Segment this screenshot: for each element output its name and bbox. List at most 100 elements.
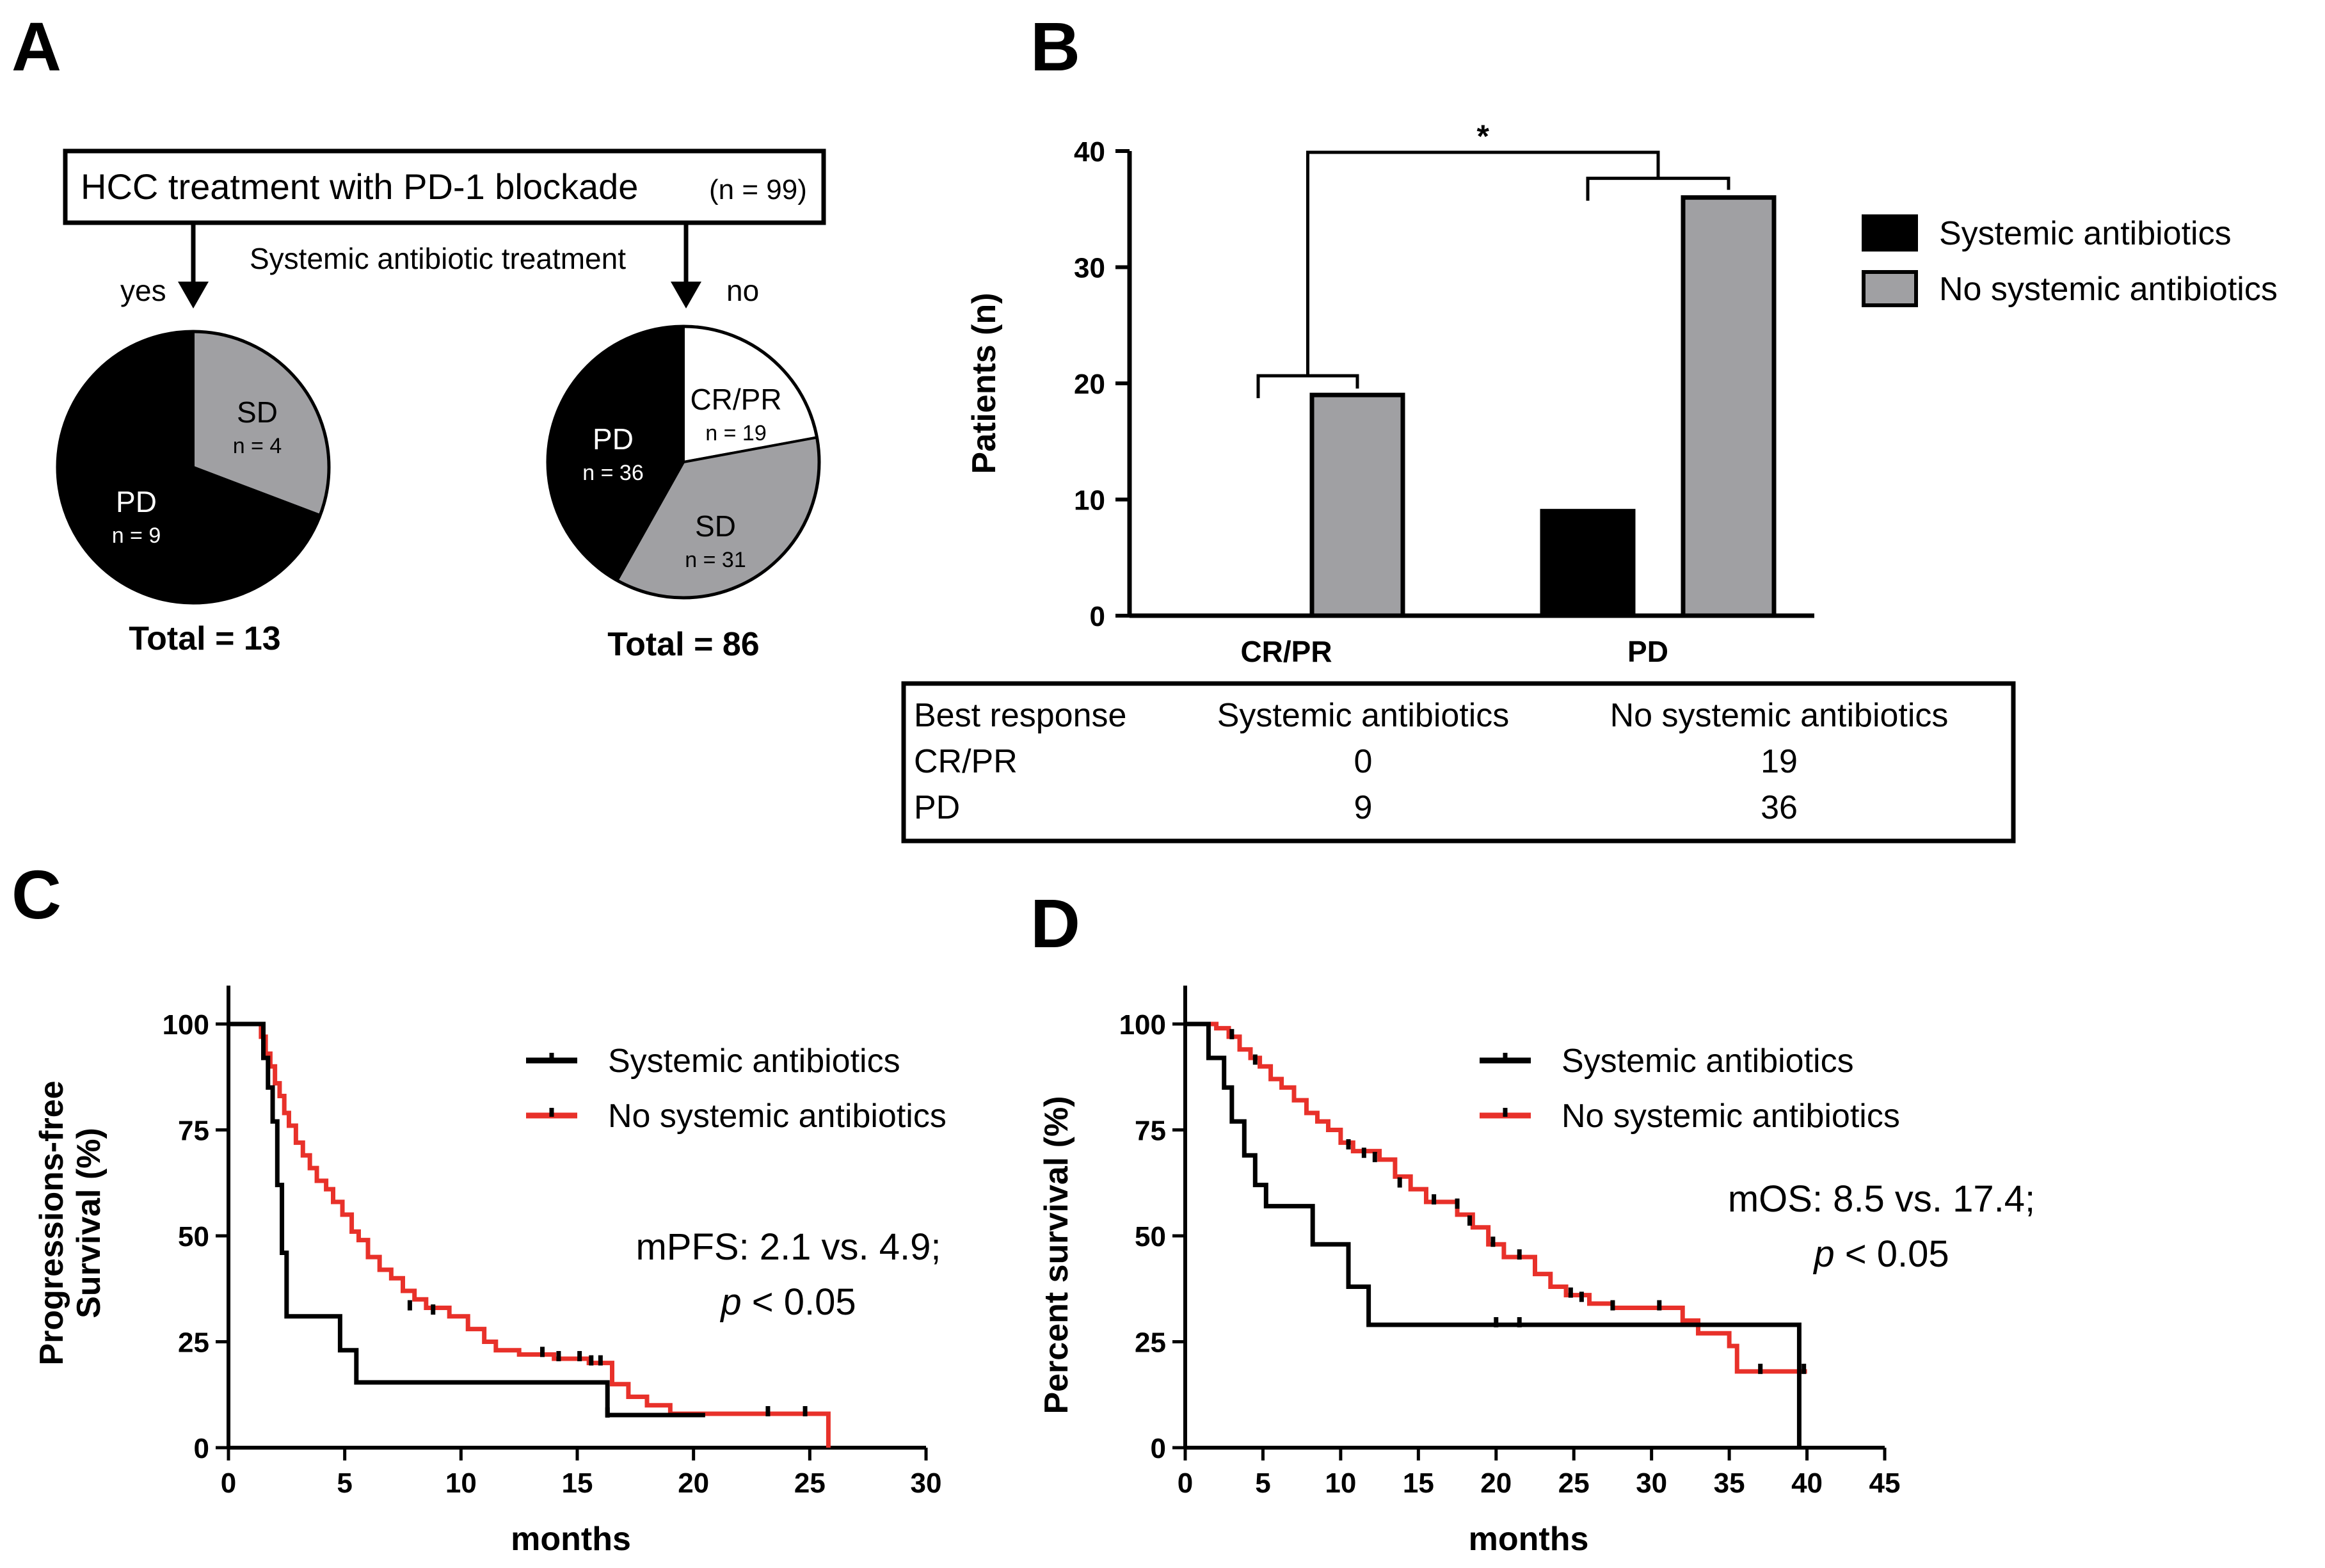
bar-category-label: CR/PR (1240, 635, 1332, 668)
flow-box-title: HCC treatment with PD-1 blockade (81, 166, 638, 207)
panel-label-c: C (12, 856, 61, 933)
pie-label: PD (116, 485, 157, 518)
km-annotation-line1: mPFS: 2.1 vs. 4.9; (635, 1226, 941, 1268)
pie-no-antibiotics-total: Total = 86 (607, 626, 759, 663)
km-series-antibiotics (228, 1021, 705, 1418)
flow-box-n: (n = 99) (709, 174, 807, 205)
pie-label: CR/PR (690, 383, 781, 416)
panel-label-b: B (1030, 8, 1080, 85)
bar-chart-best-response: 0 10 20 30 40 Patients (n) CR/PR PD * Systemic an… (966, 118, 2278, 668)
km-annotation-line1: mOS: 8.5 vs. 17.4; (1728, 1178, 2035, 1220)
panel-label-a: A (12, 8, 61, 85)
km-y-tick-label: 0 (194, 1433, 209, 1464)
km-y-tick-label: 100 (1119, 1009, 1166, 1041)
bar-pd-antibiotics (1540, 509, 1636, 618)
km-x-tick-label: 40 (1791, 1468, 1823, 1499)
bar-category-label: PD (1627, 635, 1668, 668)
branch-label: Systemic antibiotic treatment (250, 242, 626, 275)
table-header: Best response (914, 697, 1126, 734)
bar-y-tick-label: 40 (1074, 136, 1105, 168)
km-annotation-p: p (719, 1281, 741, 1323)
km-x-tick-label: 35 (1714, 1468, 1745, 1499)
km-y-tick-label: 50 (1135, 1221, 1166, 1252)
km-y-label: Percent survival (%) (1038, 1096, 1075, 1414)
km-x-tick-label: 25 (794, 1468, 826, 1499)
km-y-tick-label: 75 (1135, 1116, 1166, 1147)
pie-outline (56, 330, 331, 605)
table-header: No systemic antibiotics (1610, 697, 1949, 734)
pie-chart-no-antibiotics: CR/PR n = 19 SD n = 31 PD n = 36 (546, 324, 821, 600)
km-x-label: months (511, 1521, 631, 1558)
legend-label: No systemic antibiotics (1939, 271, 2278, 308)
km-y-tick-label: 75 (178, 1116, 209, 1147)
km-x-tick-label: 0 (221, 1468, 236, 1499)
significance-star: * (1477, 118, 1490, 154)
table-header: Systemic antibiotics (1217, 697, 1510, 734)
bracket-main (1306, 150, 1660, 376)
km-legend-label: No systemic antibiotics (1562, 1098, 1900, 1135)
pie-antibiotics-total: Total = 13 (129, 620, 280, 657)
km-series-no-antibiotics (228, 1021, 831, 1448)
km-x-tick-label: 20 (1480, 1468, 1512, 1499)
km-x-tick-label: 45 (1869, 1468, 1901, 1499)
km-x-tick-label: 30 (1636, 1468, 1667, 1499)
km-x-tick-label: 30 (911, 1468, 942, 1499)
km-x-tick-label: 5 (337, 1468, 352, 1499)
km-annotation-p: p (1812, 1233, 1834, 1275)
km-x-tick-label: 10 (1325, 1468, 1356, 1499)
panel-label-d: D (1030, 884, 1080, 962)
arrow-yes-head (178, 282, 209, 308)
km-y-tick-label: 50 (178, 1221, 209, 1252)
table-cell: PD (914, 789, 960, 826)
km-x-tick-label: 25 (1558, 1468, 1590, 1499)
km-y-tick-label: 100 (163, 1009, 209, 1041)
response-table (901, 681, 2016, 844)
km-chart-pfs: 0 25 50 75 100 0 5 10 15 20 25 30 months Progressions… (33, 986, 947, 1558)
km-y-tick-label: 0 (1151, 1433, 1166, 1464)
legend-label: Systemic antibiotics (1939, 215, 2232, 252)
response-table-content: Best response Systemic antibiotics No syst… (914, 697, 1948, 826)
bar-y-label: Patients (n) (966, 292, 1003, 474)
table-cell: 0 (1354, 743, 1373, 780)
pie-n-label: n = 4 (233, 434, 282, 458)
km-x-tick-label: 0 (1178, 1468, 1193, 1499)
km-annotation-line2: p < 0.05 (719, 1281, 856, 1323)
legend-swatch (1862, 214, 1918, 252)
km-x-label: months (1469, 1521, 1589, 1558)
bar-y-tick-label: 30 (1074, 253, 1105, 284)
km-y-label-line1: Progressions-free (33, 1080, 70, 1365)
km-y-tick-label: 25 (1135, 1327, 1166, 1359)
pie-outline (546, 324, 821, 600)
km-legend-label: No systemic antibiotics (608, 1098, 947, 1135)
bar-pd-no-antibiotics (1681, 195, 1777, 618)
km-legend-label: Systemic antibiotics (608, 1043, 900, 1080)
km-x-tick-label: 5 (1255, 1468, 1270, 1499)
km-legend-label: Systemic antibiotics (1562, 1043, 1854, 1080)
table-cell: 9 (1354, 789, 1373, 826)
branch-no: no (726, 274, 759, 307)
km-x-tick-label: 15 (562, 1468, 593, 1499)
pie-n-label: n = 19 (705, 421, 766, 445)
table-cell: 19 (1761, 743, 1798, 780)
pie-n-label: n = 31 (685, 548, 746, 572)
pie-n-label: n = 36 (582, 461, 643, 485)
bar-cr-pr-no-antibiotics (1309, 392, 1405, 618)
km-x-tick-label: 20 (678, 1468, 709, 1499)
bar-y-tick-label: 0 (1090, 601, 1105, 632)
km-x-tick-label: 15 (1403, 1468, 1434, 1499)
legend-swatch (1862, 270, 1918, 307)
bar-y-tick-label: 20 (1074, 369, 1105, 400)
pie-label: SD (237, 396, 278, 429)
table-cell: 36 (1761, 789, 1798, 826)
km-annotation-pvalue: < 0.05 (742, 1281, 856, 1323)
km-annotation-pvalue: < 0.05 (1835, 1233, 1949, 1275)
km-chart-os: 0 25 50 75 100 0 5 10 15 20 25 30 35 40 45 months Percen… (1038, 986, 2035, 1558)
bar-y-tick-label: 10 (1074, 485, 1105, 516)
pie-chart-antibiotics: SD n = 4 PD n = 9 (56, 330, 331, 605)
km-x-tick-label: 10 (445, 1468, 477, 1499)
pie-label: PD (593, 422, 634, 456)
km-y-tick-label: 25 (178, 1327, 209, 1359)
km-y-label-line2: Survival (%) (70, 1128, 108, 1318)
km-annotation-line2: p < 0.05 (1812, 1233, 1949, 1275)
